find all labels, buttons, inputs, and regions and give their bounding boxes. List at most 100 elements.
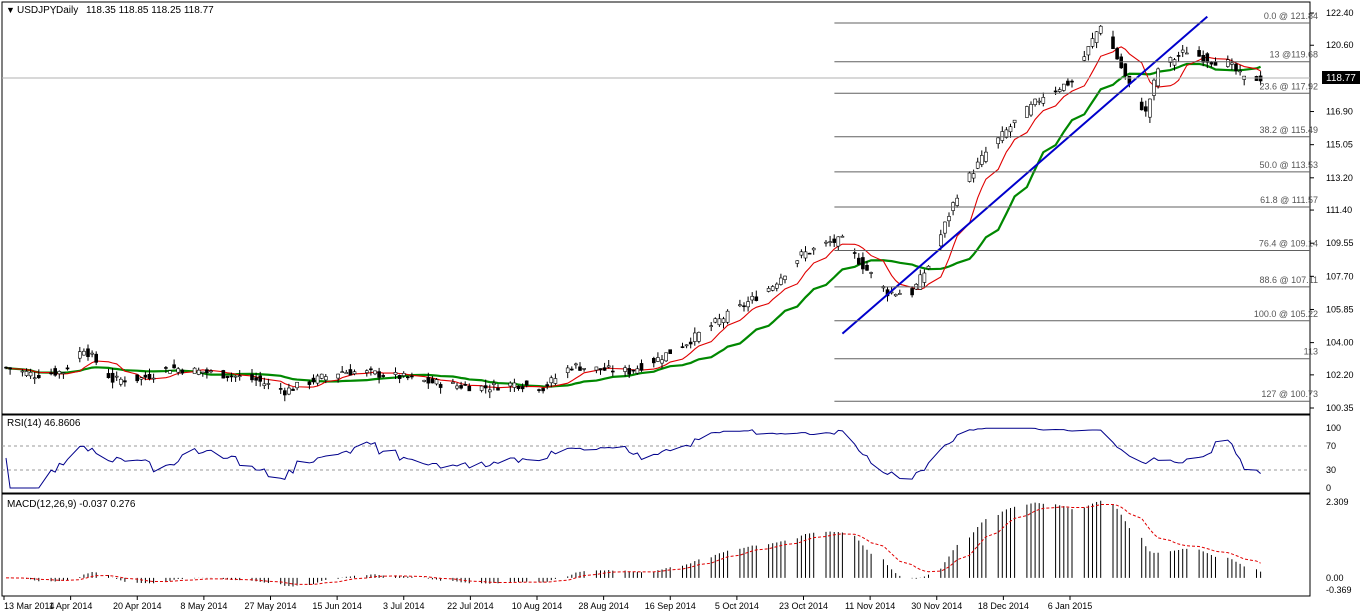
macd-panel <box>1 493 1311 597</box>
candle-body <box>717 318 722 326</box>
candle-body <box>336 373 340 379</box>
candle-body <box>86 348 90 357</box>
candle-body <box>287 387 291 395</box>
candle-body <box>742 305 746 308</box>
candle-body <box>639 363 644 371</box>
candle-body <box>738 304 742 307</box>
candle-body <box>1066 80 1070 86</box>
candle-body <box>795 260 800 264</box>
candle-body <box>209 370 213 373</box>
candle-body <box>897 293 902 295</box>
candle-body <box>832 238 837 243</box>
date-axis-label: 27 May 2014 <box>244 601 296 611</box>
candle-body <box>315 375 320 384</box>
candle-body <box>1180 49 1185 53</box>
rsi-axis-label: 70 <box>1326 441 1336 451</box>
candle-body <box>467 385 472 392</box>
candle-body <box>393 372 398 375</box>
candle-body <box>606 365 611 368</box>
candle-body <box>135 374 139 382</box>
candle-body <box>1111 36 1115 50</box>
candle-body <box>828 241 832 243</box>
candle-body <box>196 369 201 375</box>
candle-body <box>537 389 541 391</box>
candle-body <box>20 370 25 373</box>
date-axis-label: 20 Apr 2014 <box>113 601 162 611</box>
candle-body <box>311 377 316 383</box>
candle-body <box>1094 31 1099 43</box>
candle-body <box>49 372 53 375</box>
candle-body <box>1176 55 1181 57</box>
candle-body <box>319 373 324 379</box>
candle-body <box>53 368 58 376</box>
candle-body <box>32 377 37 380</box>
price-axis-label: 107.70 <box>1326 271 1354 281</box>
candle-body <box>1115 48 1119 60</box>
candle-body <box>1185 52 1189 55</box>
rsi-axis-label: 100 <box>1326 423 1341 433</box>
candle-body <box>799 251 804 256</box>
candle-body <box>1201 54 1205 63</box>
candle-body <box>205 369 209 374</box>
candle-body <box>656 357 660 362</box>
candle-body <box>688 341 693 345</box>
candle-body <box>651 358 656 364</box>
candle-body <box>229 375 234 378</box>
candle-body <box>1144 106 1148 112</box>
candle-body <box>754 296 759 301</box>
date-axis-label: 6 Jan 2015 <box>1048 601 1093 611</box>
date-axis-label: 15 Jun 2014 <box>312 601 362 611</box>
fib-level-label: 100.0 @ 105.22 <box>1254 309 1318 319</box>
candle-body <box>8 367 12 370</box>
candle-body <box>401 372 406 376</box>
candle-body <box>410 375 414 378</box>
candle-body <box>1238 70 1242 73</box>
candle-body <box>1086 46 1091 56</box>
candle-body <box>1037 100 1041 103</box>
price-axis-label: 115.05 <box>1326 140 1353 150</box>
candle-body <box>713 318 718 323</box>
candle-body <box>660 359 664 364</box>
candle-body <box>172 364 176 369</box>
candle-body <box>824 241 828 244</box>
candle-body <box>78 351 82 359</box>
date-axis-label: 28 Aug 2014 <box>578 601 629 611</box>
candle-body <box>1012 119 1017 124</box>
candle-body <box>602 367 607 371</box>
candle-body <box>1197 50 1201 57</box>
candle-body <box>697 332 701 342</box>
candle-body <box>61 372 66 374</box>
candle-body <box>307 381 312 385</box>
candle-body <box>918 274 923 290</box>
candle-body <box>192 367 197 374</box>
candle-body <box>779 277 783 285</box>
current-price-text: 118.77 <box>1326 73 1356 84</box>
rsi-label: RSI(14) 46.8606 <box>7 418 81 429</box>
candle-body <box>1053 90 1058 93</box>
candle-body <box>664 352 668 362</box>
candle-body <box>508 382 513 387</box>
macd-axis-label: 0.00 <box>1326 573 1344 583</box>
fib-level-label: 23.6 @ 117.92 <box>1259 81 1318 91</box>
candle-body <box>766 288 771 292</box>
candle-body <box>496 387 500 391</box>
candle-body <box>143 374 148 378</box>
candle-body <box>725 310 730 323</box>
trend-line <box>841 15 1208 335</box>
candle-body <box>1000 131 1005 141</box>
candle-body <box>893 294 898 297</box>
candle-body <box>1119 56 1123 69</box>
candle-body <box>1230 62 1234 65</box>
fib-level-label: 88.6 @ 107.11 <box>1259 275 1318 285</box>
candle-body <box>24 371 29 376</box>
candle-body <box>455 385 459 389</box>
candle-body <box>110 372 115 383</box>
candle-body <box>1041 97 1046 104</box>
fib-level-label: 38.2 @ 115.49 <box>1259 125 1318 135</box>
candle-body <box>869 272 873 274</box>
candle-body <box>910 288 914 296</box>
candle-body <box>631 369 636 372</box>
candle-body <box>233 375 238 378</box>
candle-body <box>65 367 70 370</box>
candle-body <box>119 378 123 385</box>
